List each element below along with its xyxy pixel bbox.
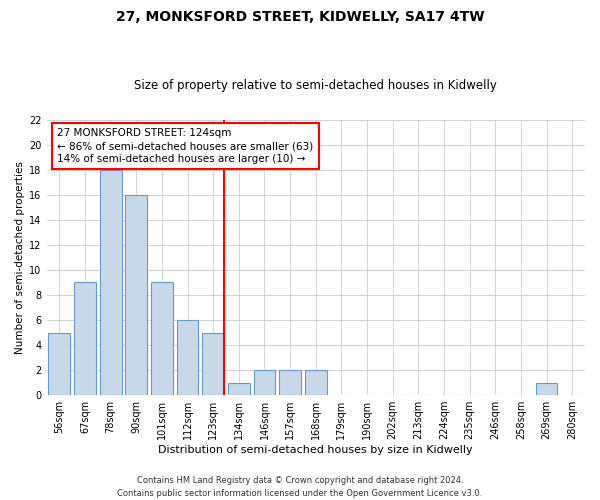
X-axis label: Distribution of semi-detached houses by size in Kidwelly: Distribution of semi-detached houses by … (158, 445, 473, 455)
Bar (305, 370, 326, 395)
Bar (279, 370, 301, 395)
Title: Size of property relative to semi-detached houses in Kidwelly: Size of property relative to semi-detach… (134, 79, 497, 92)
Bar (49, 332, 70, 395)
Y-axis label: Number of semi-detached properties: Number of semi-detached properties (15, 161, 25, 354)
Bar (100, 170, 122, 395)
Bar (74, 282, 96, 395)
Bar (125, 194, 147, 395)
Bar (202, 332, 224, 395)
Text: 27 MONKSFORD STREET: 124sqm
← 86% of semi-detached houses are smaller (63)
14% o: 27 MONKSFORD STREET: 124sqm ← 86% of sem… (57, 128, 314, 164)
Bar (536, 382, 557, 395)
Bar (254, 370, 275, 395)
Text: 27, MONKSFORD STREET, KIDWELLY, SA17 4TW: 27, MONKSFORD STREET, KIDWELLY, SA17 4TW (116, 10, 484, 24)
Text: Contains HM Land Registry data © Crown copyright and database right 2024.
Contai: Contains HM Land Registry data © Crown c… (118, 476, 482, 498)
Bar (228, 382, 250, 395)
Bar (151, 282, 173, 395)
Bar (176, 320, 199, 395)
